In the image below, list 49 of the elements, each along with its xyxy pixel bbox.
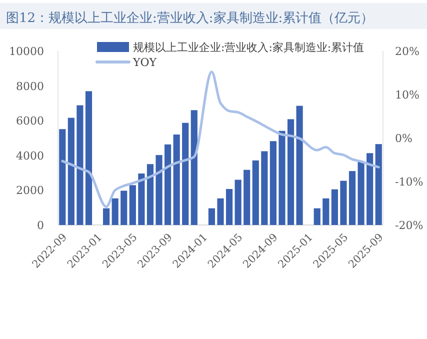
bar <box>217 198 224 225</box>
bar <box>146 164 154 225</box>
bar <box>76 105 84 225</box>
y2-tick-label: -20% <box>395 219 424 232</box>
bar <box>85 91 92 225</box>
bar <box>358 162 364 225</box>
y-tick-label: 2000 <box>16 184 44 198</box>
bar <box>348 171 356 225</box>
bar <box>103 208 110 225</box>
legend-label: YOY <box>132 56 158 69</box>
y2-tick-label: 10% <box>395 88 420 102</box>
bar <box>296 106 303 225</box>
bar <box>366 153 374 225</box>
y-tick-label: 10000 <box>9 45 44 58</box>
bar <box>375 144 382 225</box>
bar <box>244 170 250 225</box>
bar <box>112 198 118 225</box>
bar <box>252 160 259 225</box>
bar <box>182 122 189 225</box>
line-series <box>61 70 380 208</box>
bar <box>340 180 347 225</box>
bar <box>156 155 162 225</box>
bar <box>261 151 268 225</box>
bar <box>59 129 66 225</box>
chart-title: 图12：规模以上工业企业:营业收入:家具制造业:累计值（亿元） <box>6 10 374 26</box>
bar <box>278 130 286 225</box>
y-tick-label: 4000 <box>16 149 44 162</box>
bar <box>138 173 145 225</box>
bar <box>173 134 180 225</box>
bar <box>164 144 172 225</box>
bar <box>190 110 198 225</box>
bar <box>314 208 320 225</box>
y-tick-label: 0 <box>37 219 44 232</box>
y2-tick-label: 0% <box>395 132 412 145</box>
bar <box>234 180 242 225</box>
bar <box>226 188 233 225</box>
y-tick-label: 8000 <box>16 80 44 93</box>
bar <box>287 119 294 225</box>
y2-tick-label: -10% <box>395 176 424 188</box>
bar <box>208 208 216 225</box>
bar <box>322 198 330 225</box>
bar <box>331 189 338 225</box>
bar <box>120 190 128 225</box>
legend-label: 规模以上工业企业:营业收入:家具制造业:累计值 <box>133 41 364 54</box>
bar <box>270 141 276 225</box>
bar <box>68 118 74 225</box>
y2-tick-label: 20% <box>395 45 420 58</box>
bar <box>129 185 136 225</box>
y-tick-label: 6000 <box>16 114 44 128</box>
